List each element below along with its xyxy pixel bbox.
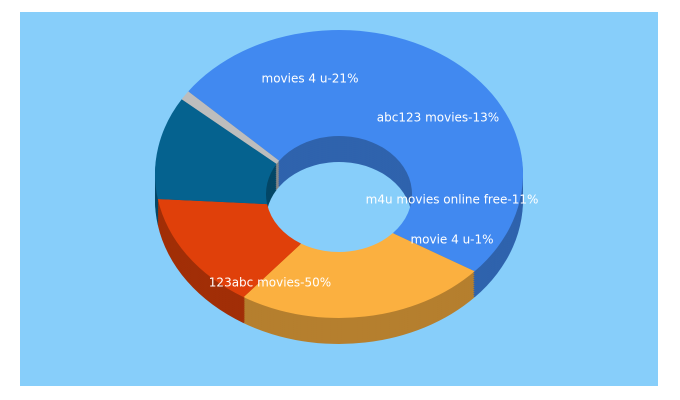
data-label: abc123 movies-13%	[377, 111, 499, 125]
data-label: movie 4 u-1%	[410, 233, 493, 247]
data-label: movies 4 u-21%	[262, 72, 359, 86]
slice	[157, 199, 302, 298]
data-label: 123abc movies-50%	[209, 276, 331, 290]
data-label: m4u movies online free-11%	[366, 193, 539, 207]
slice	[181, 91, 280, 164]
slice	[243, 233, 475, 319]
slice	[155, 99, 277, 205]
slice	[188, 30, 523, 272]
